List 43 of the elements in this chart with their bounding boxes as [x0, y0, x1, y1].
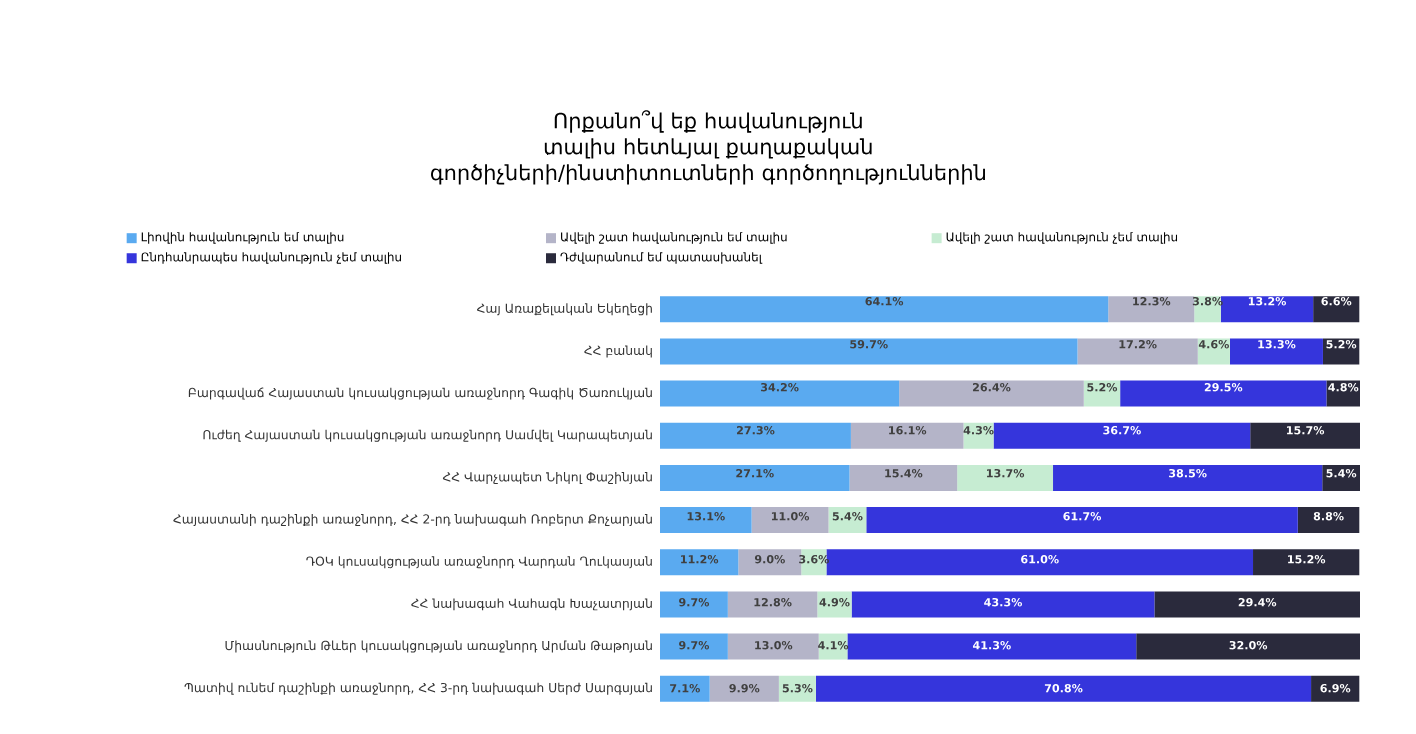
bar	[1297, 507, 1360, 534]
bar	[1229, 338, 1323, 365]
bar	[817, 591, 852, 618]
bar	[849, 464, 958, 491]
bar	[660, 507, 752, 534]
bar	[826, 549, 1254, 576]
bar	[1322, 338, 1360, 365]
bar	[660, 422, 851, 449]
bar	[660, 633, 728, 660]
bar	[1053, 464, 1323, 491]
bar	[727, 591, 818, 618]
bar	[1077, 338, 1198, 365]
bar	[1154, 591, 1361, 618]
bar	[1108, 296, 1195, 323]
bar	[1250, 422, 1361, 449]
bar	[660, 380, 900, 407]
bar	[815, 675, 1312, 702]
bar	[899, 380, 1084, 407]
bar	[778, 675, 816, 702]
bar	[957, 464, 1054, 491]
chart-title: Որքանո՞վ եք հավանություն տալիս հետևյալ քաղաքական գործիչների/ինստիտուտների գործողություններին	[431, 110, 985, 185]
bar	[1220, 296, 1314, 323]
bar	[660, 675, 710, 702]
bar	[847, 633, 1137, 660]
bar	[851, 591, 1155, 618]
bar	[1136, 633, 1361, 660]
bar	[850, 422, 964, 449]
bar	[1253, 549, 1360, 576]
bar	[660, 464, 850, 491]
bar	[727, 633, 819, 660]
bar	[866, 507, 1298, 534]
bar	[660, 338, 1078, 365]
bar	[1313, 296, 1360, 323]
bar	[660, 549, 739, 576]
bar	[660, 296, 1109, 323]
bar	[1120, 380, 1327, 407]
bar	[1311, 675, 1360, 702]
bar	[709, 675, 779, 702]
bar	[751, 507, 829, 534]
bar	[993, 422, 1251, 449]
bar	[738, 549, 802, 576]
bar	[1322, 464, 1361, 491]
bar	[660, 591, 728, 618]
